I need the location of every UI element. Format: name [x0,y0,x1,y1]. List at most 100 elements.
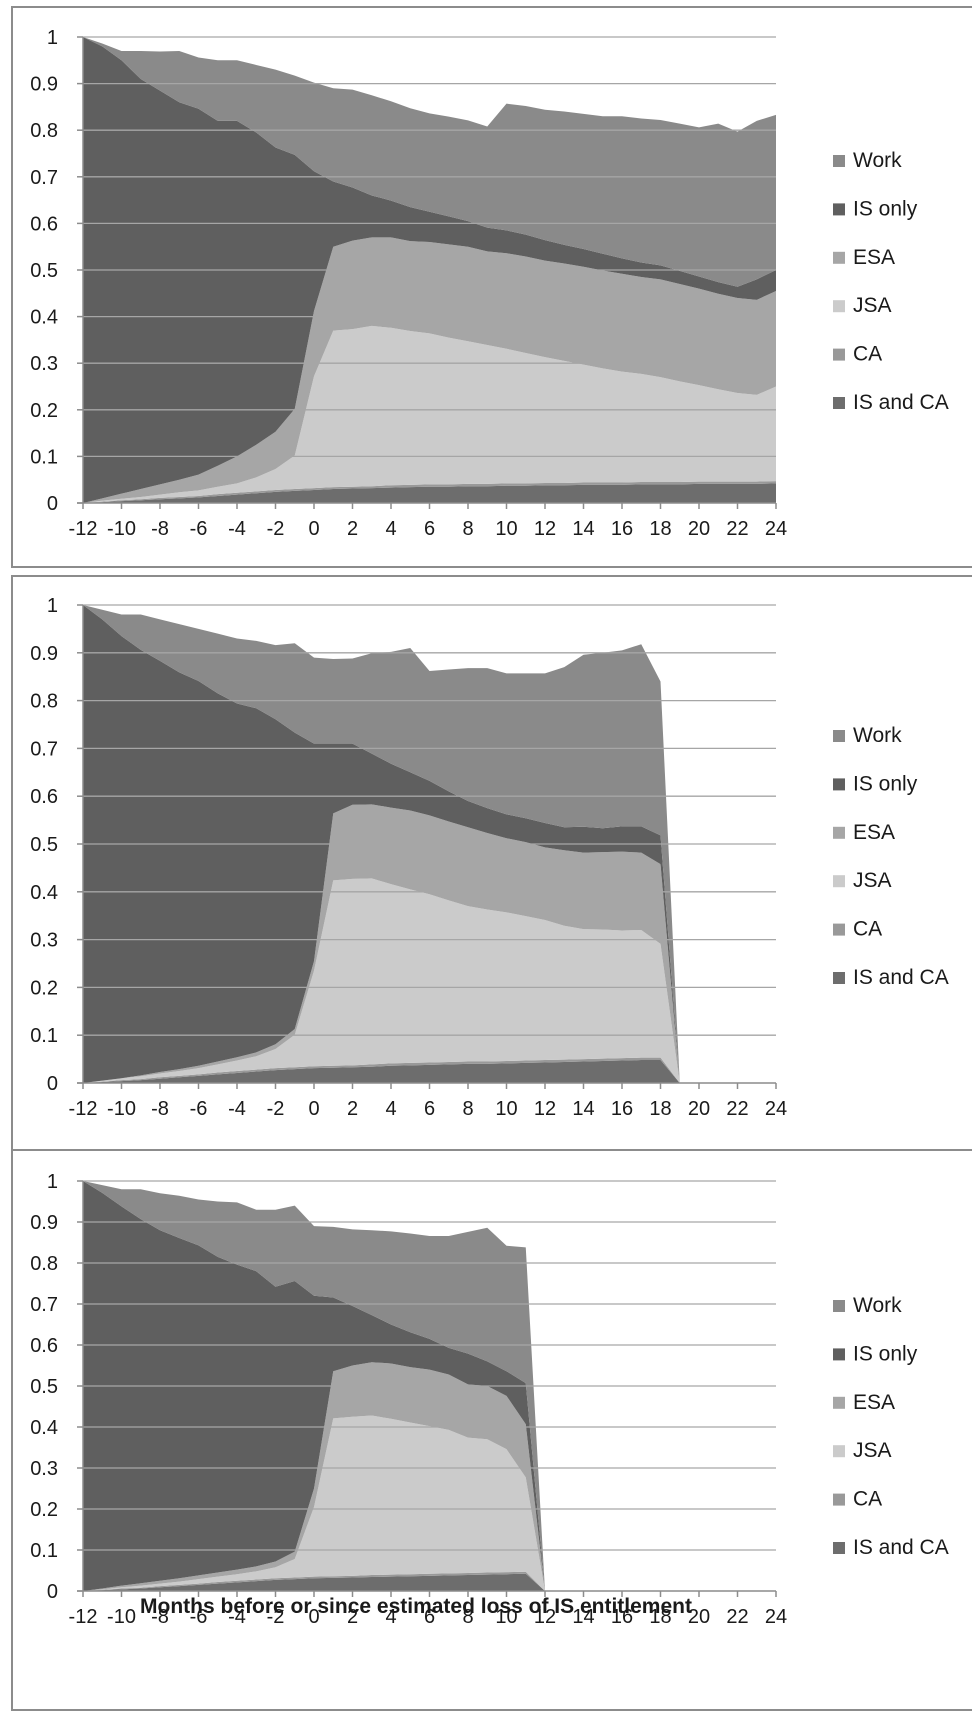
legend-label: IS only [853,197,918,220]
legend-label: IS and CA [853,966,949,989]
y-tick-label: 0.5 [30,260,58,282]
y-tick-label: 0.2 [30,400,58,422]
x-tick-label: 20 [688,1098,710,1120]
x-tick-label: -12 [69,1098,98,1120]
legend-label: IS and CA [853,391,949,414]
y-tick-label: 0.7 [30,1294,58,1316]
legend-swatch [833,1542,845,1554]
x-tick-label: 16 [611,518,633,540]
x-tick-label: 6 [424,518,435,540]
x-tick-label: -4 [228,518,246,540]
legend-item: JSA [833,869,892,892]
series-is-only-area [83,605,680,1083]
y-tick-label: 0.9 [30,1212,58,1234]
x-tick-label: 0 [308,1606,319,1628]
x-tick-label: -2 [267,518,285,540]
y-tick-label: 0 [47,493,58,515]
series-ca-area [83,1571,545,1591]
y-tick-label: 0.4 [30,307,58,329]
legend-swatch [833,1445,845,1458]
y-tick-label: 0.1 [30,1025,58,1047]
x-tick-label: 24 [765,518,787,540]
x-tick-label: 4 [385,1606,396,1628]
x-tick-label: 24 [765,1098,787,1120]
x-tick-label: 22 [726,518,748,540]
legend: Work IS only ESA JSA CA IS and CA [833,1294,949,1559]
axes [77,1180,777,1597]
legend-item: JSA [833,1439,892,1462]
x-tick-label: 0 [308,518,319,540]
x-tick-label: 22 [726,1098,748,1120]
axes [77,604,777,1089]
legend-item: Work [833,149,902,172]
series-jsa-area [83,1415,545,1591]
tick-labels: 00.10.20.30.40.50.60.70.80.91-12 -10 -8 -6-… [30,27,787,540]
series-esa-area [83,804,680,1083]
x-tick-label: 22 [726,1606,748,1628]
series-is-and-ca-area [83,483,776,503]
x-tick-label: 16 [611,1098,633,1120]
legend-label: ESA [853,821,895,844]
x-tick-label: -6 [190,1098,208,1120]
legend-label: ESA [853,246,895,269]
y-tick-label: 0.1 [30,446,58,468]
legend-item: ESA [833,821,895,844]
y-tick-label: 0.2 [30,1499,58,1521]
x-tick-label: -2 [267,1606,285,1628]
x-tick-label: 14 [572,1098,594,1120]
x-tick-label: 20 [688,1606,710,1628]
legend-label: IS only [853,1342,918,1365]
x-tick-label: -10 [107,1606,136,1628]
legend-item: ESA [833,1391,895,1414]
legend-swatch [833,730,845,742]
x-tick-label: -2 [267,1098,285,1120]
x-tick-label: 12 [534,1098,556,1120]
y-tick-label: 0.7 [30,167,58,189]
series-jsa-area [83,878,680,1083]
x-tick-label: -4 [228,1606,246,1628]
legend-swatch [833,155,845,167]
tick-labels: 00.10.20.30.40.50.60.70.80.91-12 -10 -8 -6-… [30,595,787,1120]
legend-label: Work [853,724,902,747]
legend-label: IS only [853,772,918,795]
x-tick-label: 8 [462,518,473,540]
x-tick-label: 10 [495,1606,517,1628]
x-tick-label: 2 [347,518,358,540]
legend-label: CA [853,918,882,941]
x-tick-label: -12 [69,518,98,540]
x-tick-label: 20 [688,518,710,540]
series-jsa-area [83,325,776,503]
y-tick-label: 0 [47,1073,58,1095]
x-tick-label: 12 [534,1606,556,1628]
legend-swatch [833,397,845,409]
y-tick-label: 0.9 [30,74,58,96]
y-tick-label: 0.5 [30,834,58,856]
legend-swatch [833,1348,845,1361]
legend-label: CA [853,1488,882,1511]
y-tick-label: 0.8 [30,120,58,142]
legend-swatch [833,300,845,313]
series-ca-area [83,481,776,503]
legend-item: CA [833,918,882,941]
legend-swatch [833,972,845,984]
legend-item: CA [833,1488,882,1511]
legend-label: Work [853,1294,902,1317]
y-tick-label: 0.5 [30,1376,58,1398]
legend-item: Work [833,724,902,747]
legend: Work IS only ESA JSA CA IS and CA [833,149,949,414]
legend-swatch [833,826,845,839]
x-tick-label: -10 [107,1098,136,1120]
x-tick-label: 4 [385,518,396,540]
y-tick-label: 0.4 [30,882,58,904]
y-tick-label: 1 [47,1171,58,1193]
legend-swatch [833,251,845,264]
series-is-and-ca-area [83,1060,680,1083]
chart-panel-2: 00.10.20.30.40.50.60.70.80.91-12 -10 -8 -6-… [11,575,972,1151]
legend-label: JSA [853,294,892,317]
x-tick-label: 8 [462,1098,473,1120]
gridlines [83,604,776,1036]
y-tick-label: 0.9 [30,643,58,665]
area-layers [83,605,680,1083]
x-tick-label: 6 [424,1606,435,1628]
